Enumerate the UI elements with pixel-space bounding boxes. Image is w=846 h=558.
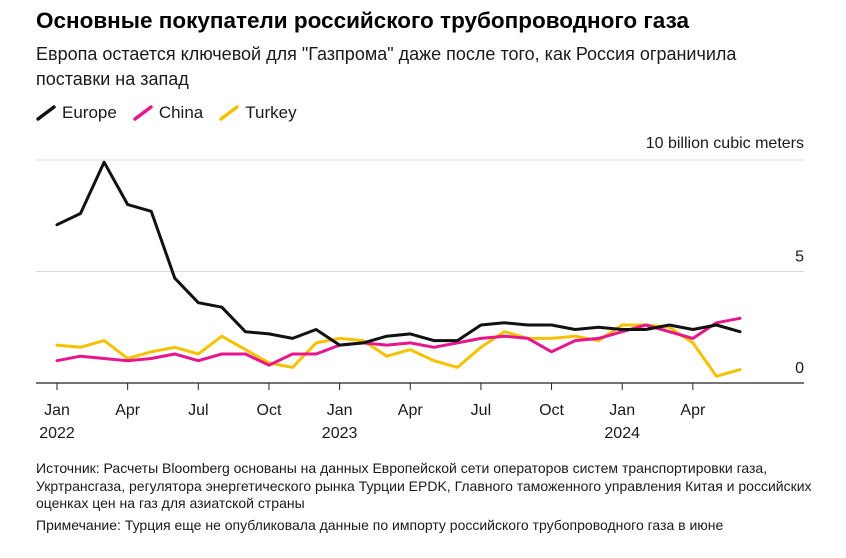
y-tick-label: 0 [795, 360, 804, 377]
legend-item-china: China [133, 103, 203, 123]
chart-title: Основные покупатели российского трубопро… [36, 8, 689, 33]
legend-swatch-china [133, 103, 153, 123]
legend-label-turkey: Turkey [245, 103, 297, 122]
series-line-turkey [55, 323, 742, 378]
source-note: Источник: Расчеты Bloomberg основаны на … [36, 460, 812, 511]
x-tick-label: Apr [398, 402, 424, 419]
legend-item-europe: Europe [36, 103, 117, 123]
legend-label-china: China [158, 103, 204, 122]
legend-label-europe: Europe [62, 103, 117, 122]
x-year-label: 2023 [322, 425, 358, 442]
x-tick-label: Jan [609, 402, 635, 419]
x-year-label: 2022 [39, 425, 75, 442]
chart-subtitle: Европа остается ключевой для "Газпрома" … [36, 44, 737, 89]
legend-swatch-turkey [219, 103, 239, 123]
legend-swatch-europe [36, 103, 56, 123]
footnote: Примечание: Турция еще не опубликовала д… [36, 517, 724, 533]
series-line-europe [55, 160, 742, 347]
chart-legend: Europe China Turkey [36, 101, 313, 125]
x-year-label: 2024 [604, 425, 640, 442]
x-tick-label: Jul [471, 402, 491, 419]
x-tick-label: Apr [680, 402, 706, 419]
y-tick-label: 5 [795, 249, 804, 266]
x-tick-label: Apr [115, 402, 141, 419]
legend-item-turkey: Turkey [219, 103, 297, 123]
x-tick-label: Oct [539, 402, 564, 419]
x-tick-label: Jan [44, 402, 70, 419]
x-tick-label: Jul [188, 402, 208, 419]
x-tick-label: Jan [327, 402, 353, 419]
unit-label: 10 billion cubic meters [646, 135, 804, 152]
x-tick-label: Oct [257, 402, 282, 419]
